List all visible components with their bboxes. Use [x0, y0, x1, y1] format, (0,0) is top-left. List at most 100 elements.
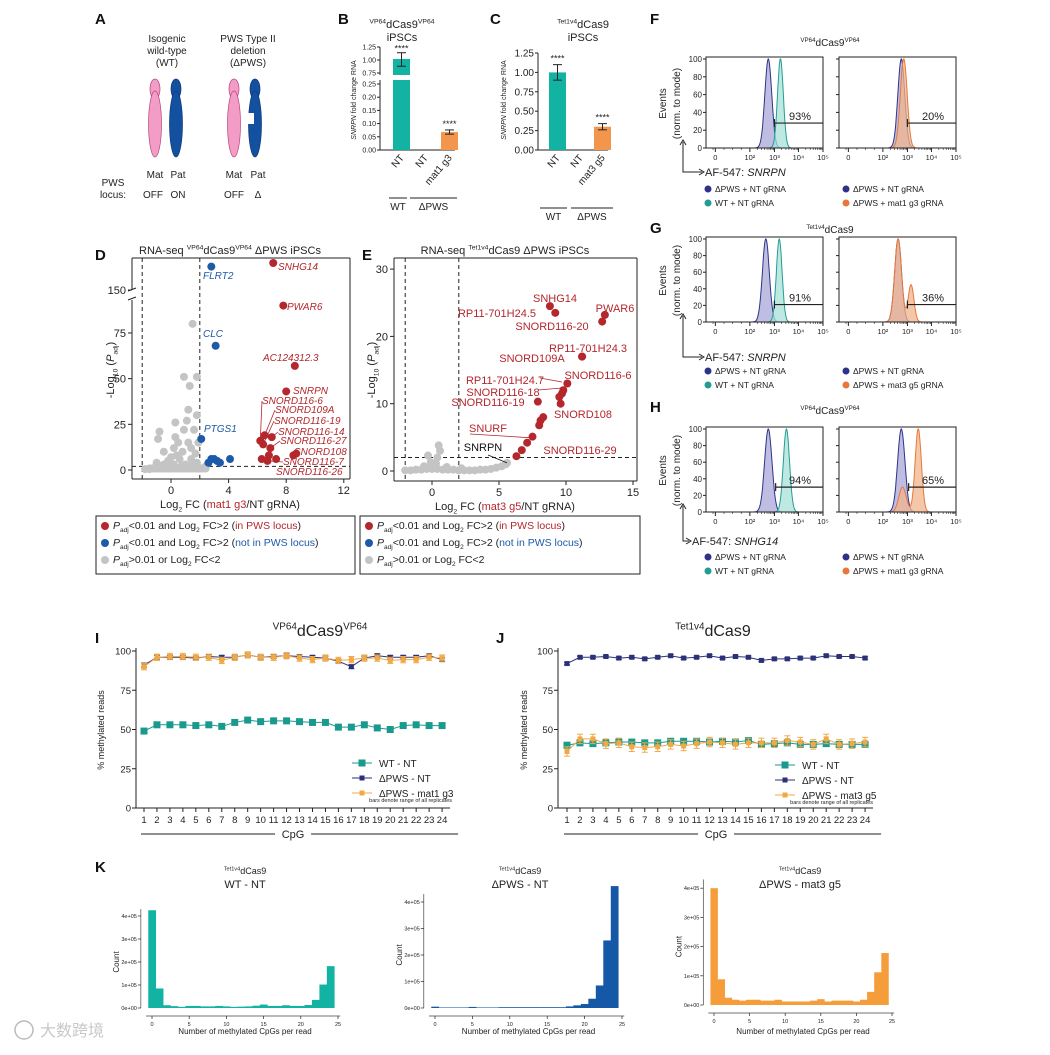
- data-marker: [849, 653, 855, 659]
- y-axis-label: -Log10 (Padj): [366, 342, 380, 398]
- data-marker: [373, 724, 381, 732]
- data-marker: [347, 723, 355, 731]
- x-tick-label: 10: [255, 815, 266, 826]
- gray-point: [182, 416, 191, 425]
- text-run: Tet1v4: [675, 622, 705, 633]
- histogram-curve: [846, 58, 956, 149]
- gene-label: SNHG14: [533, 293, 577, 305]
- histogram-bar: [724, 997, 733, 1005]
- y-tick-label: 0.20: [362, 95, 376, 102]
- data-marker: [629, 654, 635, 660]
- y-tick-label: 1.25: [362, 45, 376, 52]
- arrow-head-icon: [679, 139, 705, 176]
- gene-label: RP11-701H24.3: [549, 343, 627, 355]
- histogram-bar: [753, 999, 761, 1005]
- x-tick-label: 0: [168, 485, 174, 497]
- data-marker: [720, 740, 726, 746]
- histogram-curve: [713, 428, 823, 513]
- panel-label: C: [490, 11, 501, 28]
- histogram-curve: [846, 238, 956, 323]
- series-1: ΔPWS - NT: [564, 653, 869, 787]
- panel-label: E: [362, 247, 372, 264]
- data-marker: [629, 744, 635, 750]
- gene-label: SNORD108: [294, 447, 347, 458]
- text-run: in PWS locus: [235, 520, 297, 532]
- chart-subtitle: WT - NT: [224, 879, 266, 891]
- histogram-bar: [245, 1006, 253, 1008]
- x-tick-label: 1: [141, 815, 146, 826]
- data-marker: [309, 657, 315, 663]
- mat-label: Mat: [226, 170, 243, 181]
- text-run: dCas9: [816, 406, 845, 417]
- histogram-bar: [788, 1001, 797, 1005]
- red-point: [563, 379, 572, 388]
- histogram-bar: [543, 1007, 552, 1008]
- gene-label: CLC: [203, 329, 224, 340]
- leader-line: [487, 454, 508, 464]
- legend-item: Padj>0.01 or Log2 FC<2: [113, 554, 221, 568]
- gene-label: SNURF: [469, 423, 507, 435]
- x-tick-label: 23: [424, 815, 435, 826]
- x-tick-label: 12: [281, 815, 292, 826]
- gate-percent: 36%: [922, 293, 944, 305]
- histogram-bar: [267, 1005, 276, 1008]
- histogram-bar: [573, 1005, 582, 1008]
- gray-point: [442, 462, 451, 471]
- text-run: ): [562, 520, 566, 532]
- data-marker: [206, 654, 212, 660]
- data-marker: [732, 741, 738, 747]
- text-run: adj: [120, 561, 129, 568]
- panel-f: VP64dCas9VP64 Events (norm. to mode) AF-547…: [658, 37, 962, 208]
- x-tick-label: 24: [437, 815, 448, 826]
- chart-title: Tet1v4dCas9: [779, 866, 821, 876]
- x-tick-label: 11: [692, 815, 702, 826]
- y-tick-label: 3e+05: [121, 937, 136, 943]
- data-marker: [655, 744, 661, 750]
- histogram-bar: [845, 1000, 854, 1005]
- legend-label: ΔPWS + mat1 g3 gRNA: [853, 198, 944, 208]
- y-axis-label: SNRPN fold change RNA: [501, 60, 508, 140]
- x-tick-label: 5: [616, 815, 621, 826]
- x-tick-label: 10⁵: [817, 327, 828, 336]
- x-tick-label: 22: [411, 815, 422, 826]
- legend-marker: [842, 199, 850, 207]
- gene-label: SNORD116-27: [280, 436, 347, 447]
- gray-point: [154, 434, 163, 443]
- text-run: -Log: [105, 376, 117, 398]
- text-run: VP64: [800, 405, 816, 412]
- legend-label: ΔPWS + NT gRNA: [715, 366, 786, 376]
- x-tick-label: 10²: [877, 153, 888, 162]
- text-run: SNRPN: [747, 167, 786, 179]
- data-marker: [810, 655, 816, 661]
- histogram-bar: [852, 1001, 861, 1005]
- gate-percent: 93%: [789, 111, 811, 123]
- bar: [441, 132, 458, 150]
- panel-k2: Tet1v4dCas9 ΔPWS - NT 0e+00 1e+05 2e+05 3e+05…: [395, 866, 625, 1036]
- legend-marker: [365, 539, 373, 547]
- chart-subtitle: ΔPWS - NT: [492, 879, 549, 891]
- data-marker: [218, 722, 226, 730]
- y-tick-label: 60: [693, 268, 702, 277]
- y-axis-label: % methylated reads: [519, 690, 529, 770]
- gray-point: [436, 446, 445, 455]
- legend-marker: [704, 553, 712, 561]
- y-axis-label: Events: [658, 88, 669, 119]
- x-tick-label: 16: [333, 815, 344, 826]
- y-tick-label: 1e+05: [404, 980, 419, 986]
- x-tick-label: 15: [818, 1019, 824, 1025]
- histogram-bar: [867, 991, 875, 1005]
- legend-label: ΔPWS + NT gRNA: [853, 366, 924, 376]
- gene-label: AC124312.3: [262, 353, 319, 364]
- text-run: ): [105, 342, 117, 346]
- histogram-curve: [713, 238, 823, 323]
- histogram-plot: ΔPWS + NT gRNA ΔPWS + mat1 g3 gRNA 0 10² 10³…: [836, 56, 962, 208]
- histogram-bar: [200, 1006, 209, 1008]
- data-marker: [720, 655, 726, 661]
- gray-point: [159, 447, 168, 456]
- state: Δ: [255, 190, 262, 201]
- histogram-bar: [717, 979, 725, 1005]
- y-tick-label: 40: [693, 108, 702, 117]
- histogram-bar: [513, 1007, 522, 1008]
- note: bars denote range of all replicates: [790, 800, 873, 806]
